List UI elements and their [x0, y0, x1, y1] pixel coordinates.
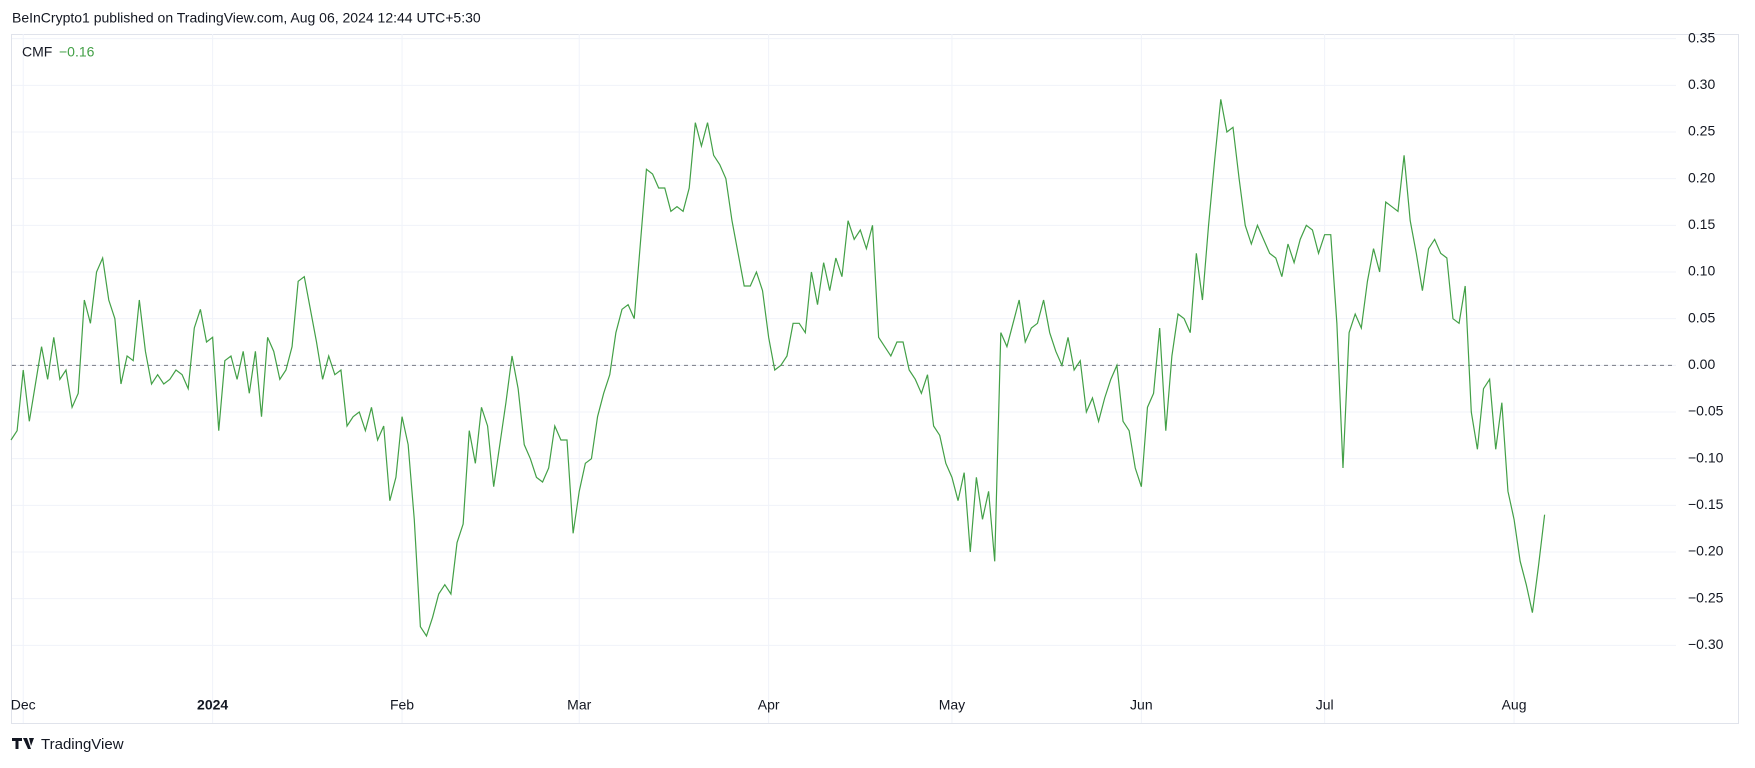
y-tick-label: 0.00: [1688, 356, 1715, 372]
x-tick-label: Apr: [758, 697, 780, 713]
y-tick-label: 0.30: [1688, 76, 1715, 92]
y-tick-label: 0.25: [1688, 123, 1715, 139]
y-tick-label: −0.30: [1688, 636, 1724, 652]
legend-value: −0.16: [59, 44, 95, 60]
x-tick-label: Jun: [1130, 697, 1153, 713]
y-tick-label: −0.10: [1688, 449, 1724, 465]
y-tick-label: 0.10: [1688, 263, 1715, 279]
y-tick-label: 0.05: [1688, 309, 1715, 325]
y-tick-label: 0.15: [1688, 216, 1715, 232]
x-tick-label: Feb: [390, 697, 414, 713]
x-tick-label: Jul: [1316, 697, 1334, 713]
y-tick-label: 0.20: [1688, 169, 1715, 185]
footer-brand: TradingView: [41, 736, 124, 753]
series-line: [10, 99, 1546, 638]
logo-icon: [12, 738, 34, 749]
y-tick-label: −0.15: [1688, 496, 1724, 512]
plot-frame: [11, 34, 1739, 724]
y-tick-label: −0.20: [1688, 543, 1724, 559]
x-tick-label: Mar: [567, 697, 591, 713]
footer-logo: [12, 738, 34, 749]
x-tick-label: Aug: [1502, 697, 1527, 713]
y-tick-label: −0.05: [1688, 403, 1724, 419]
header-text: BeInCrypto1 published on TradingView.com…: [12, 10, 481, 26]
y-tick-label: 0.35: [1688, 29, 1715, 45]
x-tick-label: 2024: [197, 697, 228, 713]
y-tick-label: −0.25: [1688, 589, 1724, 605]
x-tick-label: May: [939, 697, 965, 713]
legend-name: CMF: [22, 44, 52, 60]
x-tick-label: Dec: [11, 697, 36, 713]
